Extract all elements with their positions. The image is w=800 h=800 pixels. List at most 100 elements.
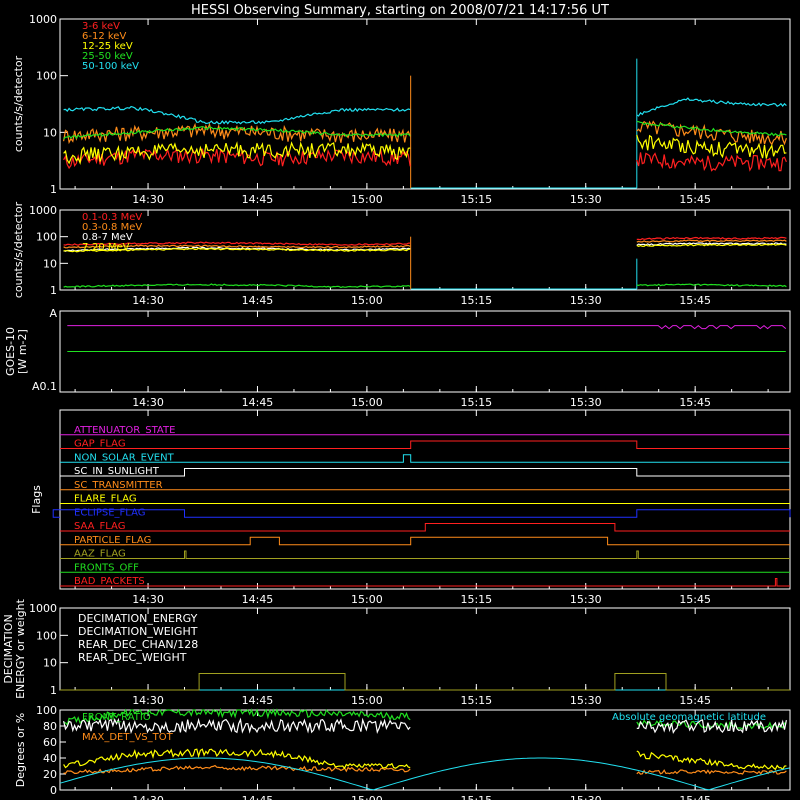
- x-tick-label: 15:30: [570, 193, 602, 206]
- y-tick-label: 20: [43, 768, 57, 781]
- x-tick-label: 15:00: [351, 396, 383, 409]
- legend-entry: REAR_DEC_WEIGHT: [78, 651, 187, 664]
- series-line: [63, 242, 787, 252]
- series-line: [63, 283, 787, 289]
- y-axis-label: [W m-2]: [16, 329, 29, 374]
- rate-low-frame: [59, 18, 791, 190]
- x-tick-label: 15:45: [679, 396, 711, 409]
- x-tick-label: 15:15: [460, 694, 492, 707]
- x-tick-label: 14:45: [242, 294, 274, 307]
- y-axis-label: Degrees or %: [14, 713, 27, 787]
- x-tick-label: 15:15: [460, 593, 492, 606]
- series-line: [63, 764, 787, 775]
- x-tick-label: 14:45: [242, 694, 274, 707]
- series-line: [63, 97, 787, 125]
- y-axis-label: DECIMATION: [2, 614, 15, 683]
- x-tick-label: 15:15: [460, 294, 492, 307]
- x-tick-label: 14:30: [132, 294, 164, 307]
- x-tick-label: 15:30: [570, 294, 602, 307]
- flag-line: [60, 577, 790, 587]
- x-tick-label: 15:30: [570, 694, 602, 707]
- x-tick-label: 14:45: [242, 193, 274, 206]
- flag-label: ECLIPSE_FLAG: [74, 507, 145, 518]
- x-tick-label: 15:45: [679, 294, 711, 307]
- x-tick-label: 15:00: [351, 694, 383, 707]
- flag-line: [60, 536, 790, 546]
- flag-line: [60, 522, 790, 532]
- series-line: [63, 120, 787, 146]
- y-tick-label: 100: [36, 629, 57, 642]
- rate-high-frame: [59, 209, 791, 291]
- y-tick-label: 100: [36, 704, 57, 717]
- y-tick-label: 1000: [29, 602, 57, 615]
- flag-line: [52, 509, 791, 518]
- x-tick-label: 15:45: [679, 794, 711, 800]
- y-axis-label: Flags: [30, 485, 43, 514]
- geomag-latitude-line: [59, 757, 790, 791]
- x-tick-label: 15:00: [351, 193, 383, 206]
- flag-label: FLARE_FLAG: [74, 494, 137, 505]
- flag-line: [60, 467, 790, 477]
- flag-label: SC_TRANSMITTER: [74, 480, 163, 491]
- x-tick-label: 15:30: [570, 593, 602, 606]
- legend-entry: 50-100 keV: [82, 61, 139, 72]
- y-tick-label: 100: [36, 231, 57, 244]
- y-tick-label: A0.1: [32, 380, 57, 393]
- series-line: [63, 147, 787, 172]
- flag-label: BAD_PACKETS: [74, 576, 145, 587]
- y-axis-label: ENERGY or weight: [14, 598, 27, 698]
- y-tick-label: 1000: [29, 204, 57, 217]
- y-tick-label: A: [49, 307, 57, 320]
- flag-label: AAZ_FLAG: [74, 549, 126, 560]
- flag-label: FRONTS_OFF: [74, 562, 139, 573]
- legend-entry: 7-20 MeV: [82, 242, 130, 253]
- x-tick-label: 14:30: [132, 694, 164, 707]
- flag-line: [60, 454, 790, 463]
- x-tick-label: 15:15: [460, 396, 492, 409]
- legend-entry: 0.3-0.8 MeV: [82, 222, 142, 233]
- x-tick-label: 15:30: [570, 396, 602, 409]
- y-tick-label: 40: [43, 752, 57, 765]
- ratios-frame: [59, 709, 791, 791]
- legend-entry: FRONT_RATIO: [82, 712, 151, 723]
- x-tick-label: 15:45: [679, 593, 711, 606]
- x-tick-label: 14:45: [242, 593, 274, 606]
- y-tick-label: 10: [43, 257, 57, 270]
- legend-entry: 12-25 keV: [82, 41, 133, 52]
- flags-frame: [59, 409, 791, 590]
- x-tick-label: 15:45: [679, 193, 711, 206]
- x-tick-label: 15:15: [460, 794, 492, 800]
- x-tick-label: 14:45: [242, 794, 274, 800]
- flag-label: NON_SOLAR_EVENT: [74, 452, 175, 463]
- y-axis-label: counts/s/detector: [12, 201, 25, 298]
- y-tick-label: 60: [43, 736, 57, 749]
- goes-frame: [59, 310, 791, 393]
- legend-entry: 0.1-0.3 MeV: [82, 212, 142, 223]
- legend-entry: 0.8-7 MeV: [82, 232, 133, 243]
- legend-entry: 25-50 keV: [82, 51, 133, 62]
- legend-entry: DECIMATION_ENERGY: [78, 612, 198, 625]
- y-tick-label: 80: [43, 720, 57, 733]
- y-tick-label: 1: [50, 284, 57, 297]
- y-tick-label: 1: [50, 684, 57, 697]
- y-tick-label: 1000: [29, 13, 57, 26]
- x-tick-label: 14:45: [242, 396, 274, 409]
- figure-title: HESSI Observing Summary, starting on 200…: [191, 3, 609, 18]
- flag-label: SAA_FLAG: [74, 521, 125, 532]
- x-tick-label: 14:30: [132, 396, 164, 409]
- x-tick-label: 15:00: [351, 593, 383, 606]
- legend-entry: 6-12 keV: [82, 31, 126, 42]
- legend-entry: DECIMATION_WEIGHT: [78, 625, 198, 638]
- x-tick-label: 14:30: [132, 794, 164, 800]
- x-tick-label: 15:30: [570, 794, 602, 800]
- series-line: [63, 134, 787, 166]
- x-tick-label: 15:45: [679, 694, 711, 707]
- series-line: [63, 717, 787, 735]
- y-tick-label: 1: [50, 183, 57, 196]
- legend-entry: REAR_DEC_CHAN/128: [78, 638, 198, 651]
- flag-line: [60, 440, 790, 449]
- series-line: [63, 120, 787, 140]
- x-tick-label: 15:00: [351, 294, 383, 307]
- y-tick-label: 0: [50, 784, 57, 797]
- series-line: [63, 748, 787, 771]
